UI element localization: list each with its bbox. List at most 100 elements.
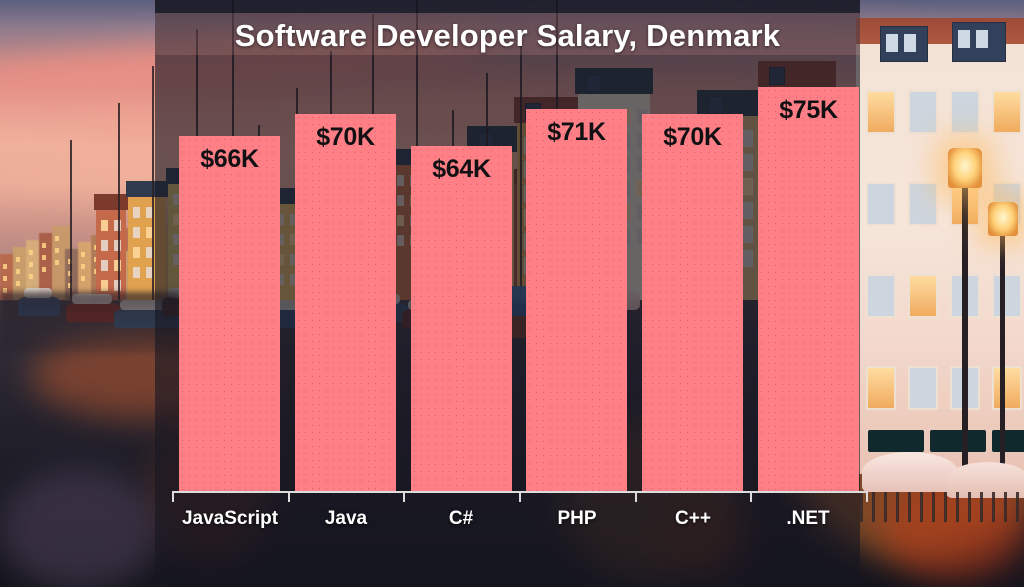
bar-net: $75K xyxy=(758,87,859,492)
lamp-post xyxy=(962,180,968,480)
cafe-umbrella xyxy=(862,452,958,492)
x-axis-tick xyxy=(403,491,405,502)
category-label-java: Java xyxy=(324,508,368,529)
lit-window xyxy=(29,262,33,267)
railing-post xyxy=(956,492,959,522)
railing-post xyxy=(1004,492,1007,522)
railing-post xyxy=(896,492,899,522)
window xyxy=(133,247,140,258)
window xyxy=(908,274,938,318)
lit-window xyxy=(29,274,33,279)
shop-awning xyxy=(868,430,924,452)
category-label-php: PHP xyxy=(557,508,597,529)
window xyxy=(992,366,1022,410)
window xyxy=(908,366,938,410)
railing-post xyxy=(920,492,923,522)
mast xyxy=(152,66,154,300)
window xyxy=(114,260,121,271)
water-reflection xyxy=(0,470,160,587)
lit-window xyxy=(16,269,20,274)
railing-post xyxy=(980,492,983,522)
lit-window xyxy=(16,257,20,262)
lit-window xyxy=(55,260,59,265)
railing-post xyxy=(932,492,935,522)
lit-window xyxy=(55,236,59,241)
window xyxy=(904,34,916,52)
railing-post xyxy=(872,492,875,522)
mast xyxy=(118,103,120,300)
category-label-c: C# xyxy=(448,508,474,529)
window xyxy=(101,280,108,291)
mast xyxy=(70,140,72,300)
lamp-post xyxy=(1000,230,1005,480)
window xyxy=(101,240,108,251)
railing-post xyxy=(884,492,887,522)
window xyxy=(133,267,140,278)
window xyxy=(101,260,108,271)
window xyxy=(146,227,153,238)
lit-window xyxy=(42,255,46,260)
window xyxy=(146,247,153,258)
window xyxy=(114,280,121,291)
bar-value-label: $75K xyxy=(779,96,838,124)
chart-title: Software Developer Salary, Denmark xyxy=(234,18,781,53)
window xyxy=(114,220,121,231)
top-band xyxy=(155,0,860,13)
bar-c: $64K xyxy=(411,146,512,492)
window xyxy=(992,274,1022,318)
bar-javascript: $66K xyxy=(179,136,280,492)
bar-c: $70K xyxy=(642,114,743,492)
railing-post xyxy=(992,492,995,522)
window xyxy=(908,90,938,134)
lit-window xyxy=(81,252,85,257)
far-townhouse xyxy=(39,233,53,300)
window xyxy=(866,274,896,318)
bar-java: $70K xyxy=(295,114,396,492)
window xyxy=(866,366,896,410)
category-label-javascript: JavaScript xyxy=(181,508,279,529)
shop-awning xyxy=(930,430,986,452)
window xyxy=(992,90,1022,134)
railing-post xyxy=(944,492,947,522)
bar-value-label: $66K xyxy=(200,145,259,173)
window xyxy=(958,30,970,48)
bar-php: $71K xyxy=(526,109,627,492)
window xyxy=(886,34,898,52)
x-axis-tick xyxy=(635,491,637,502)
lit-window xyxy=(3,288,7,293)
railing-post xyxy=(968,492,971,522)
lit-window xyxy=(3,264,7,269)
lamp-head xyxy=(948,148,982,188)
window xyxy=(976,30,988,48)
bar-value-label: $70K xyxy=(663,123,722,151)
lit-window xyxy=(42,243,46,248)
lamp-head xyxy=(988,202,1018,236)
window xyxy=(114,240,121,251)
lit-window xyxy=(42,267,46,272)
lit-window xyxy=(16,281,20,286)
lit-window xyxy=(81,276,85,281)
lit-window xyxy=(81,264,85,269)
window xyxy=(146,267,153,278)
window xyxy=(866,90,896,134)
category-label-net: .NET xyxy=(786,508,830,529)
cafe-umbrella xyxy=(946,462,1024,498)
far-shore xyxy=(0,292,180,352)
title-band xyxy=(155,13,860,55)
window xyxy=(101,220,108,231)
category-label-c: C++ xyxy=(675,508,711,529)
bar-value-label: $70K xyxy=(316,123,375,151)
x-axis-tick xyxy=(288,491,290,502)
window xyxy=(908,182,938,226)
x-axis-tick xyxy=(519,491,521,502)
lit-window xyxy=(3,276,7,281)
bar-value-label: $64K xyxy=(432,155,491,183)
bar-value-label: $71K xyxy=(547,118,606,146)
lit-window xyxy=(55,248,59,253)
railing-post xyxy=(860,492,863,522)
window xyxy=(950,90,980,134)
x-axis-tick xyxy=(172,491,174,502)
window xyxy=(133,207,140,218)
